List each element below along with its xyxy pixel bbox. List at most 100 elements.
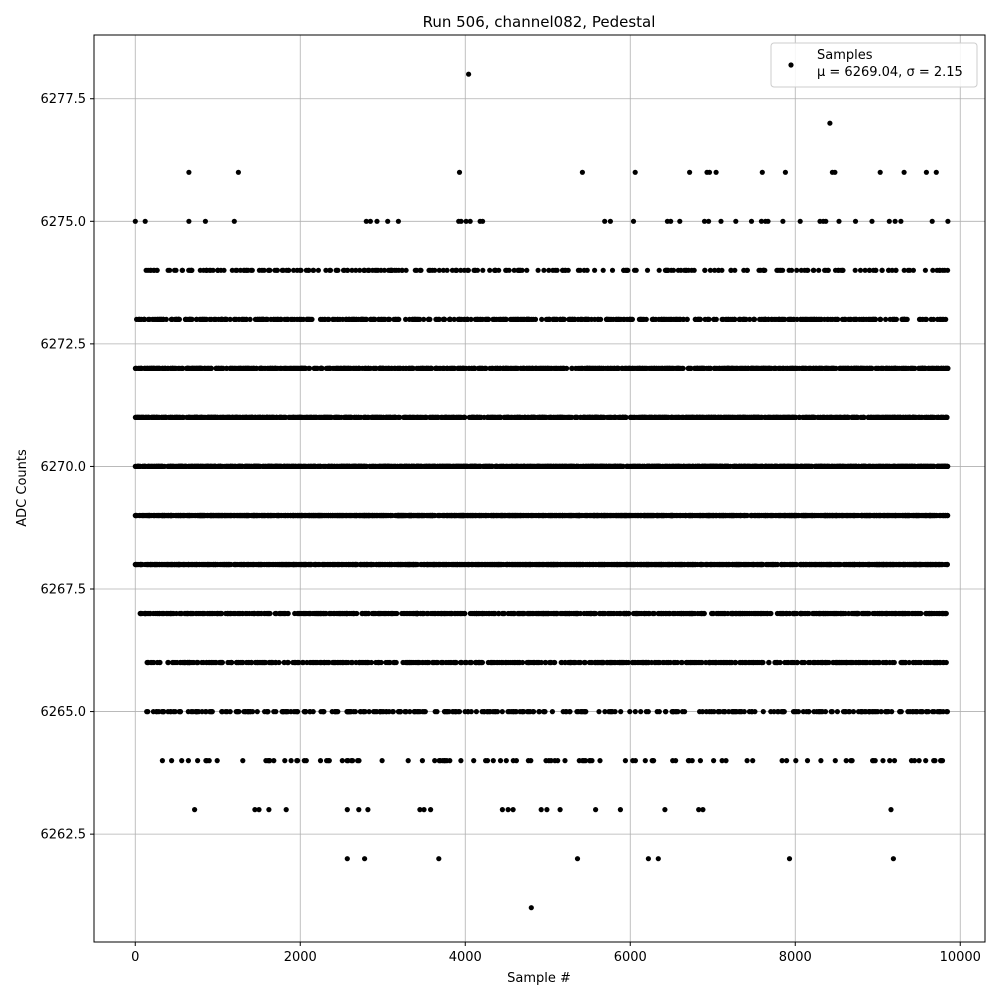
data-point: [458, 365, 464, 371]
data-point: [846, 610, 852, 617]
data-point: [701, 365, 707, 371]
data-point: [332, 365, 338, 371]
data-point: [396, 267, 402, 273]
data-point: [784, 610, 790, 617]
data-point: [466, 71, 472, 77]
data-point: [924, 610, 930, 617]
grid-lines: [94, 35, 985, 942]
data-point: [520, 709, 526, 715]
data-point: [848, 758, 854, 764]
data-point: [500, 610, 506, 617]
data-point: [720, 316, 726, 322]
data-point: [213, 316, 219, 322]
data-point: [627, 316, 634, 322]
data-point: [840, 365, 846, 371]
data-point: [663, 659, 670, 666]
data-point: [527, 709, 533, 715]
data-point: [780, 218, 786, 224]
data-point: [901, 316, 907, 322]
data-point: [233, 267, 239, 273]
data-point: [802, 316, 808, 322]
data-point: [560, 709, 566, 715]
data-point: [533, 365, 539, 371]
data-point: [190, 610, 196, 617]
data-point: [530, 316, 536, 322]
data-point: [930, 267, 936, 273]
data-point: [453, 267, 459, 273]
data-point: [679, 709, 686, 715]
data-point: [429, 414, 435, 420]
data-point: [837, 659, 843, 666]
data-point: [678, 267, 684, 273]
data-point: [513, 758, 520, 764]
data-point: [511, 267, 517, 273]
data-point: [480, 267, 486, 273]
data-point: [503, 758, 509, 764]
data-point: [318, 659, 324, 666]
data-point: [522, 414, 528, 420]
data-point: [872, 316, 879, 322]
data-point: [643, 659, 649, 666]
data-point: [159, 758, 165, 764]
data-point: [878, 709, 884, 715]
data-point: [444, 610, 450, 617]
data-point: [339, 659, 345, 666]
data-point: [255, 610, 261, 617]
data-point: [179, 267, 186, 273]
data-point: [458, 758, 464, 764]
data-point: [344, 856, 350, 862]
data-point: [224, 610, 230, 617]
data-point: [182, 316, 189, 322]
data-point: [415, 659, 421, 666]
data-point: [371, 414, 377, 420]
data-point: [526, 316, 533, 322]
data-point: [142, 218, 148, 224]
data-point: [674, 365, 681, 371]
data-point: [597, 610, 603, 617]
data-point: [838, 267, 844, 273]
data-point: [562, 659, 568, 666]
data-point: [388, 365, 395, 371]
data-point: [692, 610, 698, 617]
data-point: [941, 610, 947, 617]
data-point: [871, 659, 877, 666]
data-point: [539, 316, 545, 322]
data-point: [638, 709, 644, 715]
data-point: [674, 659, 681, 666]
data-point: [848, 659, 854, 666]
data-point: [630, 758, 636, 764]
data-point: [659, 365, 665, 371]
data-point: [782, 169, 789, 175]
data-point: [842, 659, 848, 666]
data-point: [873, 267, 879, 273]
data-point: [177, 709, 184, 715]
data-point: [706, 169, 713, 175]
data-point: [749, 709, 755, 715]
data-point: [632, 659, 638, 666]
data-point: [820, 659, 826, 666]
data-point: [542, 709, 548, 715]
data-point: [267, 758, 273, 764]
data-point: [447, 758, 453, 764]
data-point: [327, 267, 334, 273]
data-point: [879, 267, 885, 273]
data-point: [761, 610, 767, 617]
data-point: [549, 709, 556, 715]
data-point: [862, 267, 868, 273]
data-point: [307, 709, 313, 715]
data-point: [208, 267, 214, 273]
data-point: [739, 365, 746, 371]
data-point: [794, 267, 800, 273]
data-point: [742, 659, 748, 666]
data-point: [912, 709, 918, 715]
data-point: [266, 807, 272, 813]
data-point: [852, 218, 859, 224]
data-point: [179, 758, 185, 764]
data-point: [424, 610, 430, 617]
data-point: [365, 807, 371, 813]
data-point: [333, 414, 339, 420]
data-point: [892, 316, 898, 322]
data-point: [673, 758, 679, 764]
data-point: [510, 807, 516, 813]
data-point: [475, 365, 481, 371]
